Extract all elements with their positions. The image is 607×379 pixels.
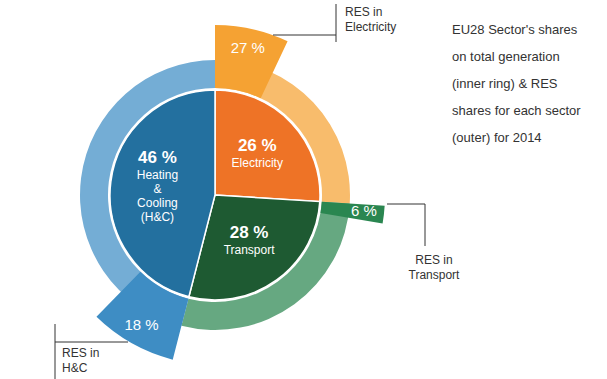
svg-text:RES in: RES in [62, 346, 99, 360]
svg-text:18 %: 18 % [124, 316, 158, 333]
svg-text:Transport: Transport [224, 243, 276, 257]
svg-text:Transport: Transport [409, 268, 461, 282]
svg-text:RES in: RES in [415, 253, 452, 267]
html-text:EU28 Sector's shares on total: EU28 Sector's shares on total generation… [452, 22, 581, 145]
svg-text:H&C: H&C [62, 361, 88, 375]
svg-text:Electricity: Electricity [345, 20, 396, 34]
svg-text:Cooling: Cooling [137, 196, 178, 210]
svg-text:RES in: RES in [345, 5, 382, 19]
svg-text:&: & [153, 182, 161, 196]
svg-text:(H&C): (H&C) [141, 210, 174, 224]
svg-text:Electricity: Electricity [232, 156, 283, 170]
svg-text:26 %: 26 % [238, 136, 277, 155]
svg-text:28 %: 28 % [230, 223, 269, 242]
svg-text:Heating: Heating [137, 168, 178, 182]
svg-text:6 %: 6 % [351, 202, 377, 219]
svg-text:46 %: 46 % [138, 148, 177, 167]
svg-text:27 %: 27 % [231, 39, 265, 56]
